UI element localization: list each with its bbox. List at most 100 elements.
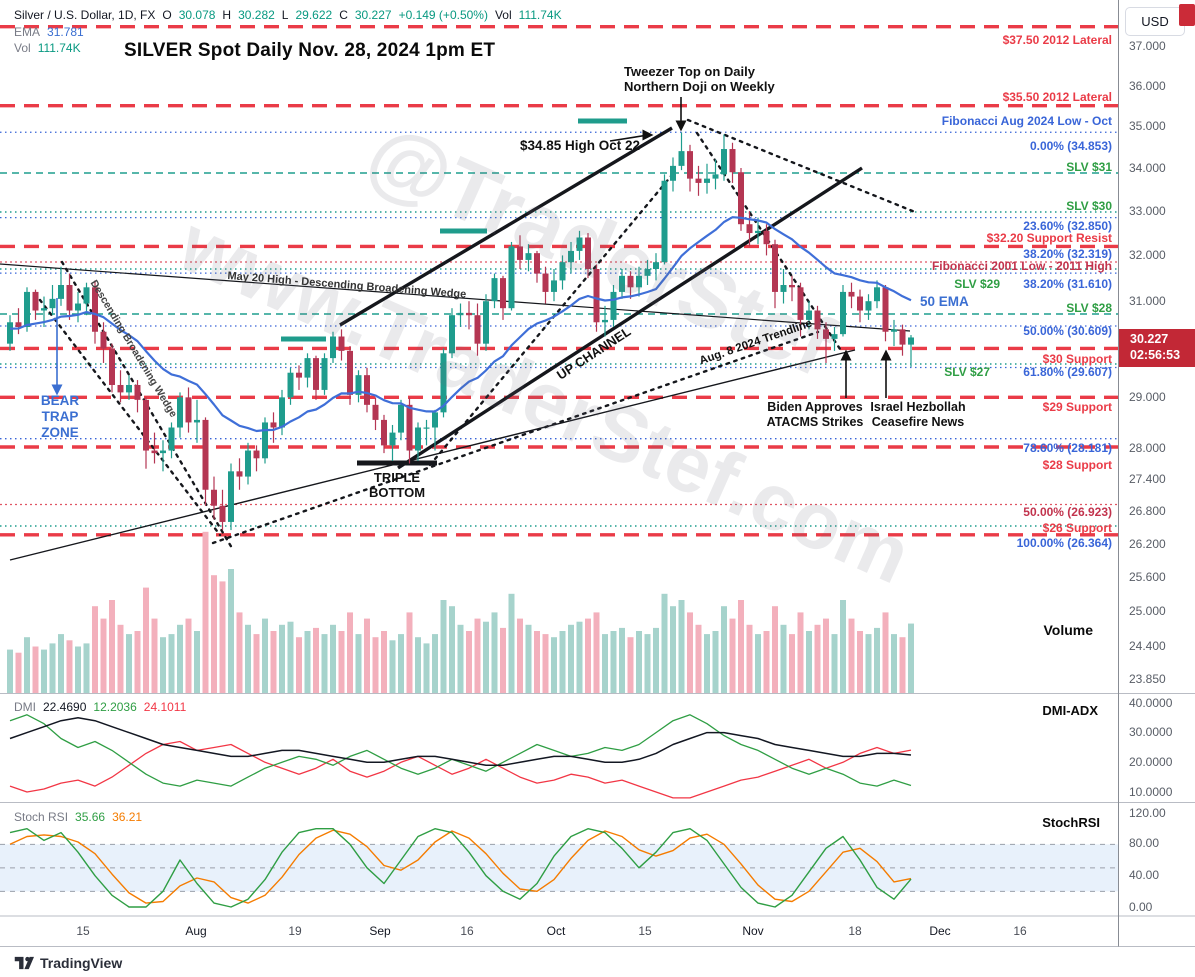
- candle-body: [840, 291, 846, 335]
- level-label: SLV $28: [1066, 301, 1112, 315]
- time-tick: Nov: [742, 924, 764, 938]
- candle-body: [525, 253, 532, 260]
- chart-canvas[interactable]: [0, 0, 1195, 947]
- candle-body: [236, 471, 243, 477]
- candle-body: [296, 372, 302, 378]
- volume-bar: [840, 600, 846, 693]
- candle-body: [126, 384, 132, 393]
- volume-bar: [882, 612, 889, 693]
- dmi-pane-label: DMI-ADX: [1042, 703, 1098, 718]
- volume-bar: [593, 612, 600, 693]
- volume-bar: [134, 631, 141, 693]
- candle-body: [576, 237, 583, 251]
- price-tick: 23.850: [1129, 672, 1166, 687]
- tradingview-logo[interactable]: TradingView: [13, 954, 122, 972]
- symbol-legend-part[interactable]: Silver / U.S. Dollar, 1D, FX: [14, 8, 156, 22]
- level-label: $35.50 2012 Lateral: [1002, 90, 1112, 104]
- volume-bar: [253, 634, 260, 693]
- dmi-legend-part: 22.4690: [43, 700, 87, 714]
- volume-bar: [474, 618, 481, 693]
- volume-bar: [466, 631, 472, 693]
- candle-body: [644, 268, 651, 276]
- candle-body: [466, 312, 472, 316]
- volume-bar: [551, 637, 557, 693]
- time-tick: Aug: [185, 924, 207, 938]
- candle-body: [423, 427, 430, 429]
- symbol-legend-part: 30.282: [238, 8, 275, 22]
- plus-di-line: [9, 714, 912, 787]
- bear-trap-note: BEAR TRAP ZONE: [40, 393, 80, 440]
- minus-di-line: [9, 740, 912, 799]
- dmi-legend-part[interactable]: DMI: [14, 700, 36, 714]
- price-tick: 35.000: [1129, 119, 1166, 134]
- volume-bar: [653, 627, 659, 693]
- level-label: 50.00% (26.923): [1023, 505, 1112, 519]
- candle-body: [134, 384, 141, 400]
- candle-body: [712, 174, 719, 179]
- volume-bar: [296, 637, 302, 693]
- candle-body: [185, 397, 192, 423]
- volume-legend-part[interactable]: Vol: [14, 41, 31, 55]
- volume-bar: [49, 643, 56, 693]
- stochrsi-legend-part[interactable]: Stoch RSI: [14, 810, 69, 824]
- indicator-tick: 40.0000: [1129, 696, 1173, 710]
- candle-body: [661, 180, 668, 263]
- volume-bar: [228, 569, 234, 693]
- currency-button[interactable]: USD: [1125, 7, 1185, 36]
- candle-body: [797, 287, 804, 320]
- dmi-legend-part: 24.1011: [143, 700, 187, 714]
- annotation-arrowhead: [880, 349, 892, 361]
- volume-bar: [372, 637, 379, 693]
- candle-body: [865, 301, 872, 311]
- candle-body: [763, 230, 770, 245]
- candle-body: [568, 250, 574, 263]
- symbol-legend-part: O: [162, 8, 172, 22]
- stochrsi-legend: Stoch RSI 35.66 36.21: [14, 810, 142, 824]
- candle-body: [58, 285, 64, 299]
- volume-bar: [865, 634, 872, 693]
- level-label: $30 Support: [1042, 352, 1112, 366]
- candle-body: [355, 375, 362, 395]
- symbol-legend-part: +0.149 (+0.50%): [398, 8, 488, 22]
- biden-atacms-note: Biden Approves ATACMS Strikes: [766, 400, 864, 429]
- solid-trendline: [397, 166, 863, 470]
- volume-bar: [874, 627, 880, 693]
- corner-red-box[interactable]: [1179, 4, 1195, 26]
- israel-ceasefire-note: Israel Hezbollah Ceasefire News: [870, 400, 966, 429]
- candle-body: [143, 399, 149, 451]
- indicator-tick: 10.0000: [1129, 785, 1173, 799]
- candle-body: [194, 419, 200, 423]
- volume-bar: [32, 646, 39, 693]
- candle-body: [41, 308, 47, 311]
- volume-bar: [168, 634, 175, 693]
- symbol-legend: Silver / U.S. Dollar, 1D, FX O 30.078 H 30.2…: [14, 8, 562, 22]
- candle-body: [772, 244, 778, 292]
- level-label: SLV $27: [944, 365, 990, 379]
- candle-body: [729, 149, 736, 173]
- volume-bar: [568, 624, 574, 693]
- volume-legend-part: 111.74K: [37, 41, 81, 55]
- volume-bar: [202, 531, 209, 693]
- volume-bar: [602, 634, 608, 693]
- candle-body: [908, 337, 914, 345]
- volume-bar: [738, 600, 744, 693]
- volume-bar: [746, 624, 753, 693]
- candle-body: [83, 287, 90, 304]
- last-price: 30.227: [1130, 331, 1169, 346]
- indicator-tick: 80.00: [1129, 836, 1160, 850]
- candle-body: [211, 489, 217, 506]
- volume-bar: [823, 618, 829, 693]
- candle-body: [287, 372, 294, 398]
- symbol-legend-part: L: [281, 8, 289, 22]
- solid-trendline: [9, 349, 856, 561]
- level-label: $32.20 Support Resist: [986, 231, 1112, 245]
- volume-bar: [262, 618, 268, 693]
- ema-legend-part[interactable]: EMA: [14, 25, 41, 39]
- volume-bar: [355, 634, 362, 693]
- volume-bar: [66, 640, 73, 693]
- candle-body: [92, 287, 98, 332]
- level-label: SLV $30: [1066, 199, 1112, 213]
- volume-bar: [440, 600, 447, 693]
- annotation-arrow: [609, 134, 649, 142]
- candle-body: [389, 432, 396, 446]
